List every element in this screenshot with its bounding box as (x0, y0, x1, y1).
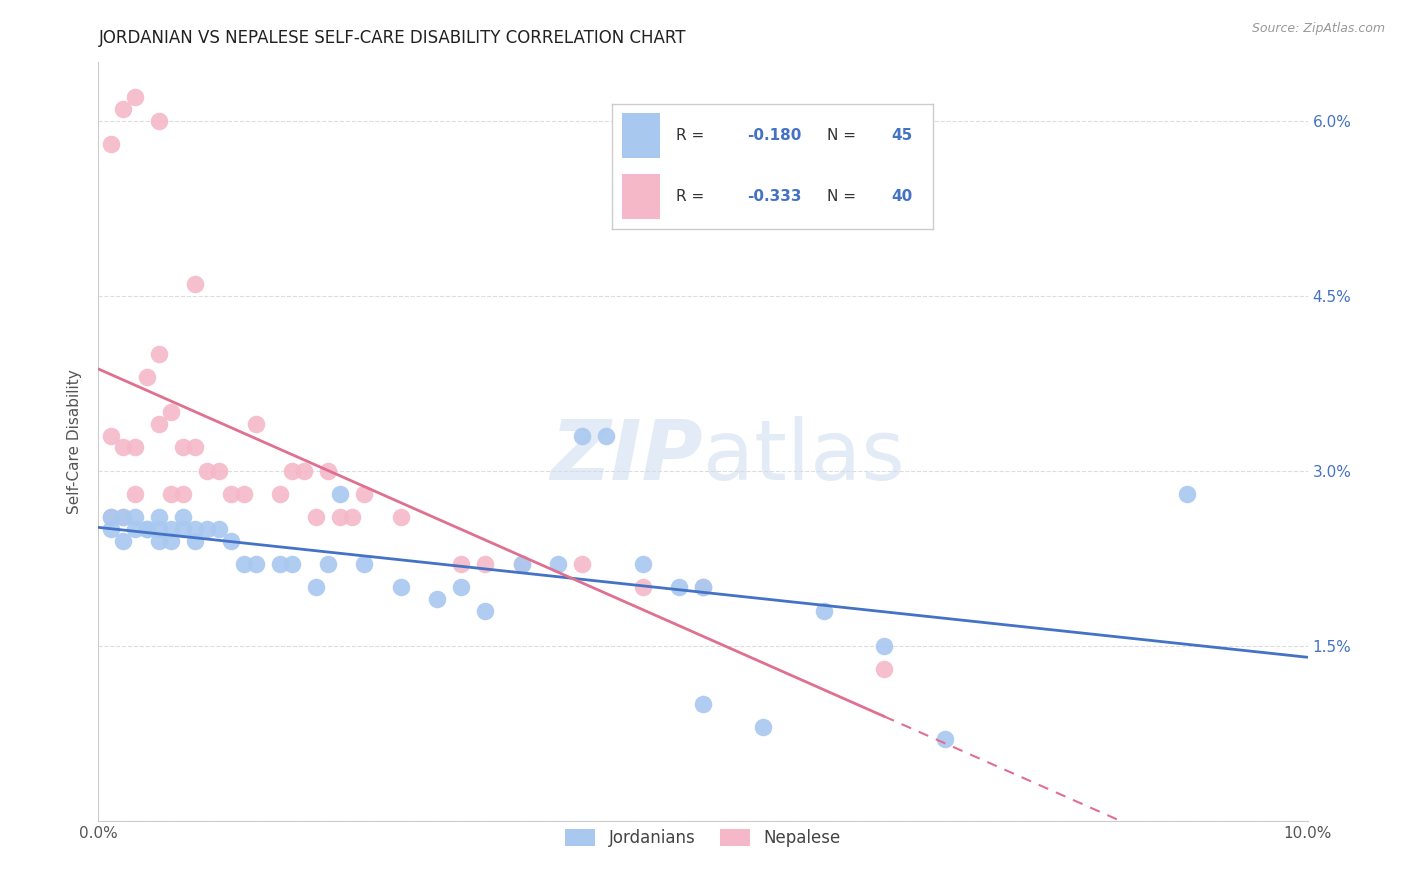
Nepalese (135, 370, 157, 384)
Jordanians (934, 731, 956, 746)
Nepalese (269, 487, 291, 501)
Nepalese (148, 347, 170, 361)
Jordanians (631, 557, 654, 571)
Nepalese (124, 487, 146, 501)
Nepalese (692, 580, 714, 594)
Jordanians (510, 557, 533, 571)
Jordanians (269, 557, 291, 571)
Jordanians (111, 510, 134, 524)
Jordanians (316, 557, 339, 571)
Jordanians (148, 522, 170, 536)
Nepalese (873, 662, 896, 676)
Nepalese (208, 464, 231, 478)
Jordanians (692, 580, 714, 594)
Jordanians (221, 533, 243, 548)
Jordanians (752, 720, 775, 734)
Jordanians (450, 580, 472, 594)
Nepalese (510, 557, 533, 571)
Nepalese (450, 557, 472, 571)
Jordanians (474, 604, 496, 618)
Nepalese (100, 428, 122, 442)
Jordanians (1175, 487, 1198, 501)
Jordanians (135, 522, 157, 536)
Jordanians (124, 510, 146, 524)
Nepalese (245, 417, 267, 431)
Jordanians (111, 533, 134, 548)
Nepalese (160, 487, 183, 501)
Nepalese (305, 510, 328, 524)
Jordanians (184, 533, 207, 548)
Nepalese (184, 441, 207, 455)
Nepalese (316, 464, 339, 478)
Nepalese (329, 510, 352, 524)
Jordanians (100, 510, 122, 524)
Nepalese (148, 113, 170, 128)
Nepalese (292, 464, 315, 478)
Nepalese (195, 464, 218, 478)
Y-axis label: Self-Care Disability: Self-Care Disability (67, 369, 83, 514)
Nepalese (111, 102, 134, 116)
Nepalese (353, 487, 375, 501)
Nepalese (221, 487, 243, 501)
Text: ZIP: ZIP (550, 417, 703, 497)
Text: Source: ZipAtlas.com: Source: ZipAtlas.com (1251, 22, 1385, 36)
Nepalese (124, 90, 146, 104)
Jordanians (172, 522, 194, 536)
Jordanians (329, 487, 352, 501)
Nepalese (389, 510, 412, 524)
Jordanians (100, 522, 122, 536)
Jordanians (195, 522, 218, 536)
Jordanians (232, 557, 254, 571)
Nepalese (100, 137, 122, 152)
Text: JORDANIAN VS NEPALESE SELF-CARE DISABILITY CORRELATION CHART: JORDANIAN VS NEPALESE SELF-CARE DISABILI… (98, 29, 686, 47)
Legend: Jordanians, Nepalese: Jordanians, Nepalese (558, 822, 848, 854)
Jordanians (148, 533, 170, 548)
Nepalese (232, 487, 254, 501)
Nepalese (474, 557, 496, 571)
Jordanians (160, 533, 183, 548)
Nepalese (148, 417, 170, 431)
Nepalese (111, 510, 134, 524)
Text: atlas: atlas (703, 417, 904, 497)
Nepalese (172, 441, 194, 455)
Jordanians (692, 697, 714, 711)
Jordanians (124, 522, 146, 536)
Jordanians (547, 557, 569, 571)
Nepalese (571, 557, 593, 571)
Nepalese (100, 510, 122, 524)
Jordanians (281, 557, 304, 571)
Jordanians (389, 580, 412, 594)
Nepalese (281, 464, 304, 478)
Nepalese (111, 441, 134, 455)
Jordanians (135, 522, 157, 536)
Jordanians (305, 580, 328, 594)
Jordanians (813, 604, 835, 618)
Jordanians (595, 428, 617, 442)
Jordanians (245, 557, 267, 571)
Nepalese (124, 441, 146, 455)
Jordanians (160, 522, 183, 536)
Jordanians (668, 580, 690, 594)
Jordanians (148, 510, 170, 524)
Nepalese (631, 580, 654, 594)
Jordanians (426, 592, 449, 607)
Nepalese (184, 277, 207, 291)
Jordanians (184, 522, 207, 536)
Nepalese (342, 510, 364, 524)
Jordanians (208, 522, 231, 536)
Jordanians (353, 557, 375, 571)
Nepalese (172, 487, 194, 501)
Jordanians (571, 428, 593, 442)
Jordanians (873, 639, 896, 653)
Jordanians (172, 510, 194, 524)
Nepalese (160, 405, 183, 419)
